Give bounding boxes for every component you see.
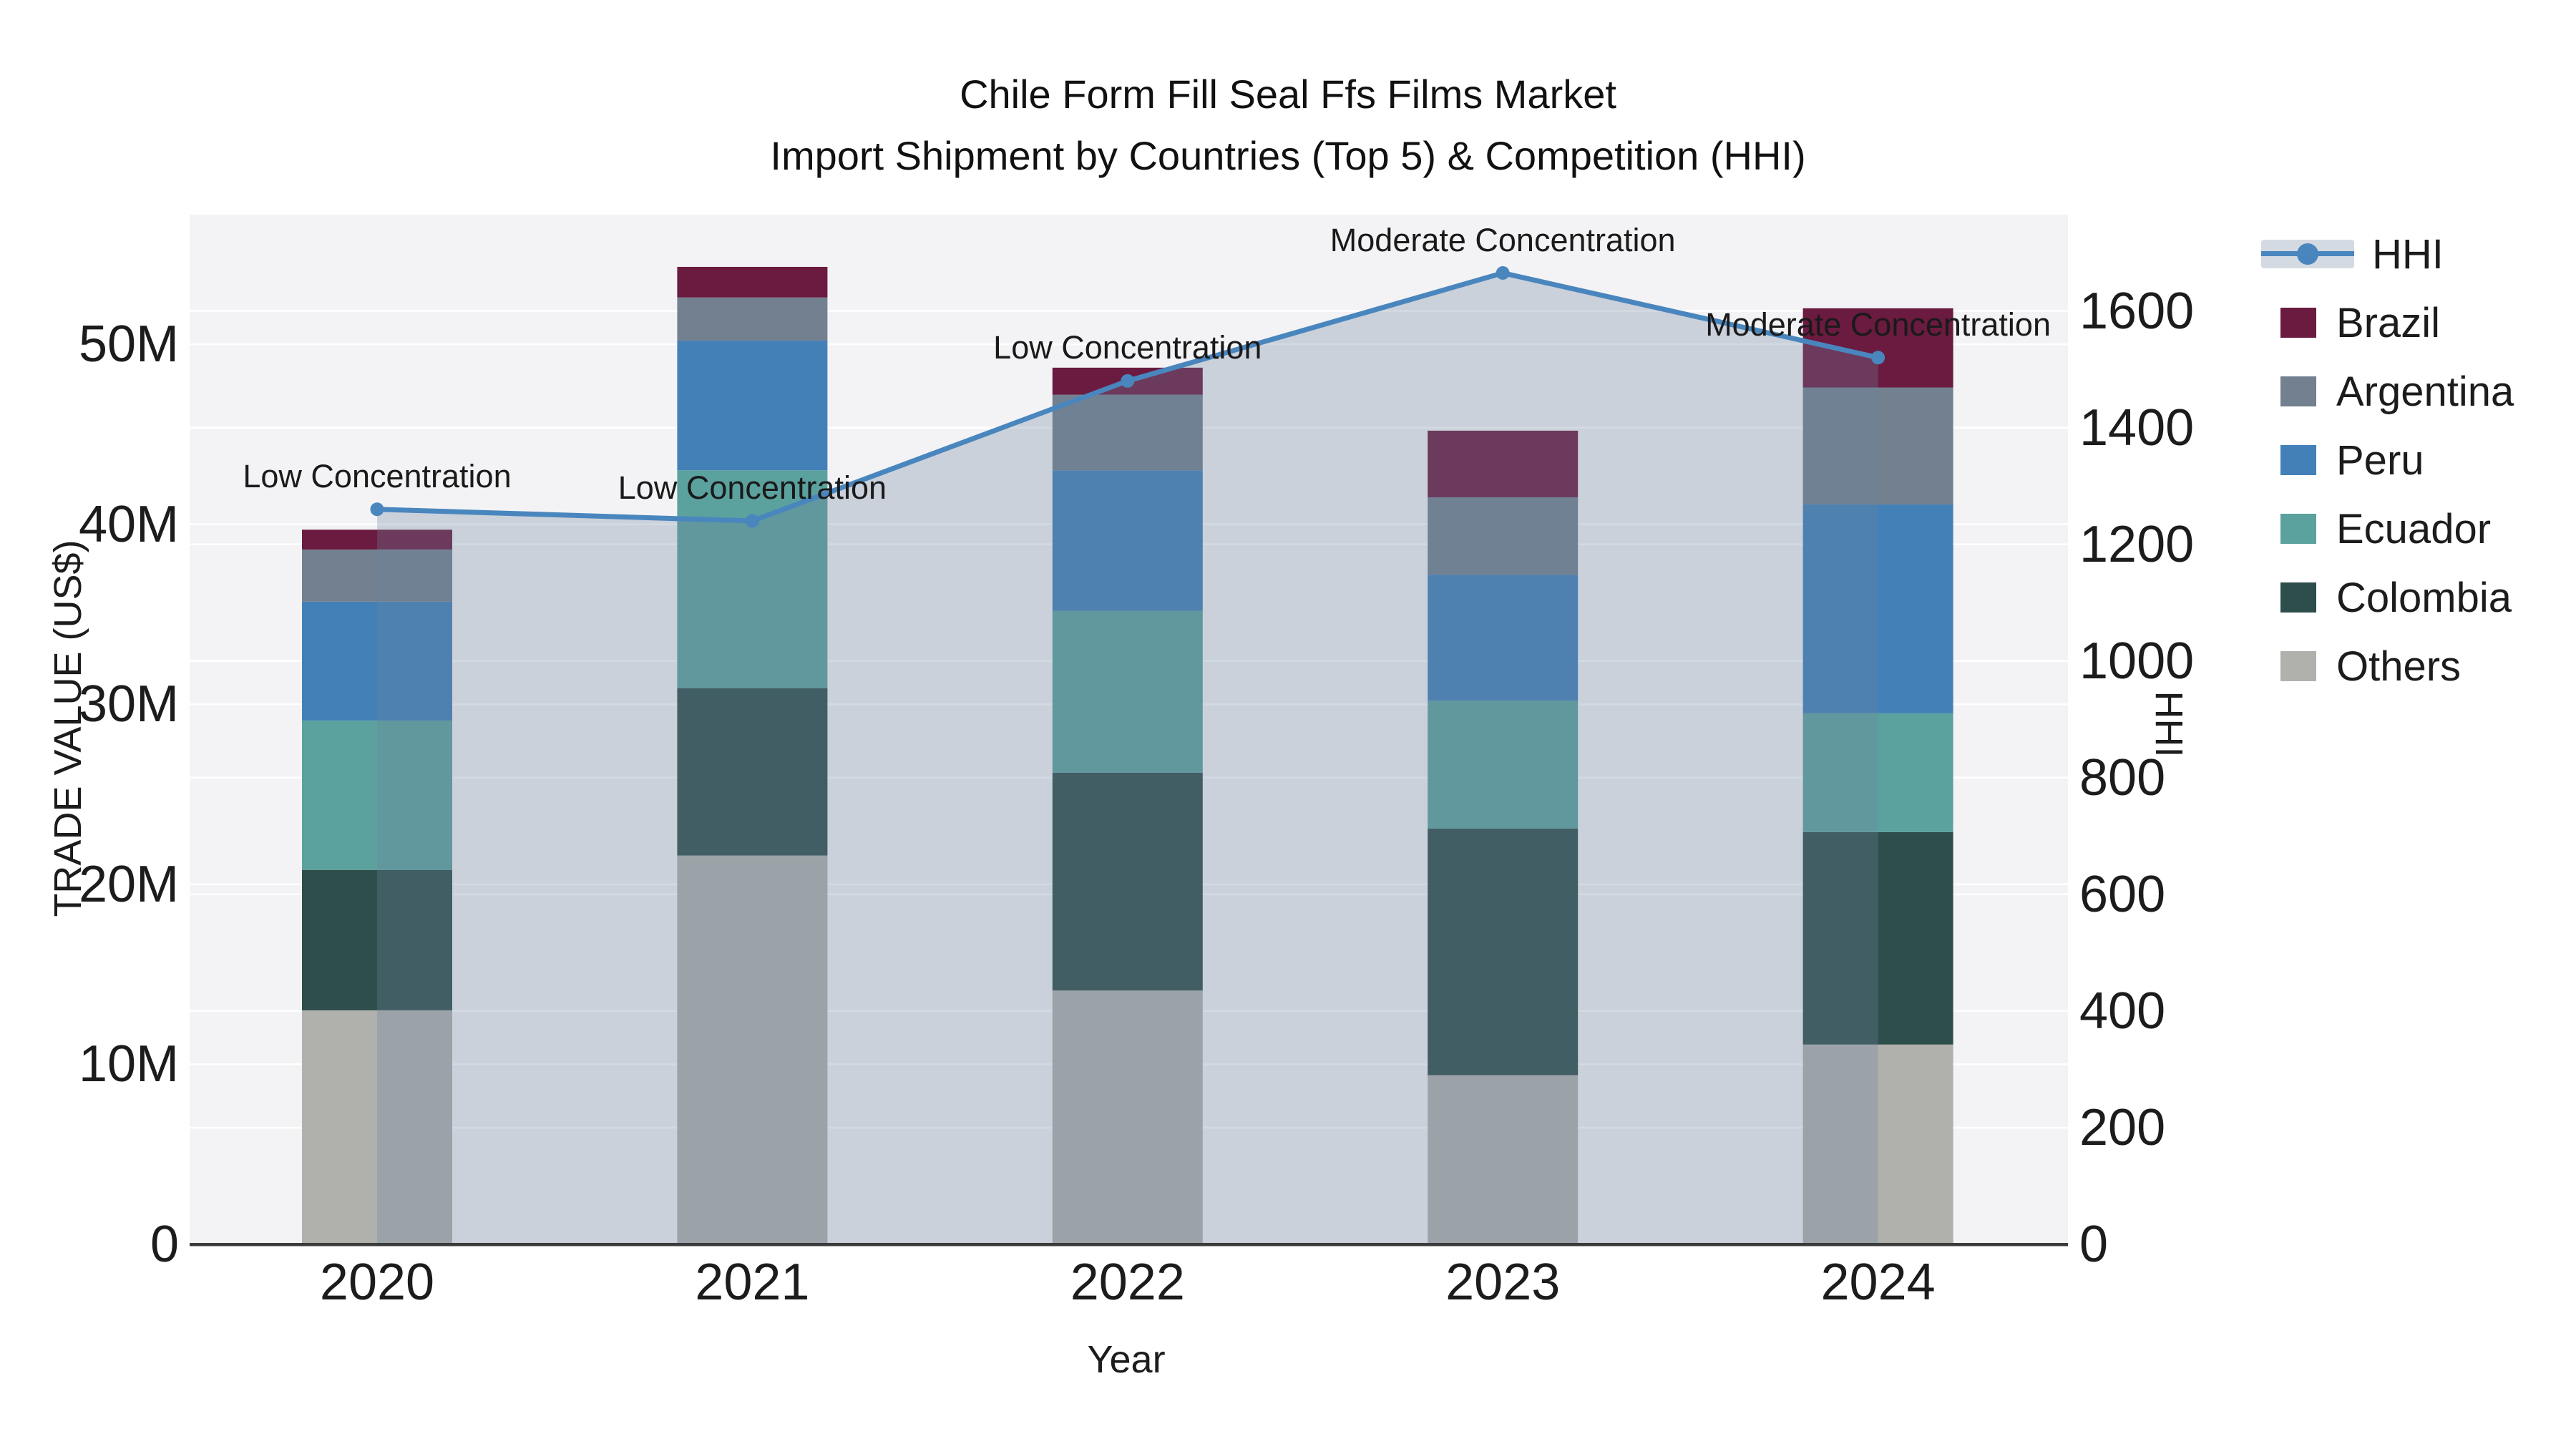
y-right-tick-200: 200: [2079, 1098, 2166, 1156]
legend-label-brazil: Brazil: [2336, 299, 2441, 346]
legend-item-others[interactable]: Others: [2254, 632, 2514, 701]
bar-2023-argentina[interactable]: [1428, 497, 1579, 575]
annotation-2020: Low Concentration: [243, 457, 512, 494]
hhi-line-swatch: [2261, 233, 2354, 275]
hhi-area-fill: [377, 273, 1878, 1244]
y-right-tick-400: 400: [2079, 982, 2166, 1040]
legend-label-peru: Peru: [2336, 436, 2424, 484]
y-right-tick-800: 800: [2079, 748, 2166, 806]
y-right-tick-1400: 1400: [2079, 399, 2195, 457]
bar-2023-brazil[interactable]: [1428, 430, 1579, 497]
chart-title-line2: Import Shipment by Countries (Top 5) & C…: [770, 133, 1806, 178]
hhi-marker-2022[interactable]: [1121, 374, 1135, 388]
bar-2024-colombia[interactable]: [1802, 831, 1953, 1045]
legend-item-colombia[interactable]: Colombia: [2254, 563, 2514, 632]
legend: HHI Brazil Argentina Peru Ecuador Colomb…: [2254, 220, 2514, 701]
bar-2020-ecuador[interactable]: [302, 720, 452, 870]
x-tick-2022: 2022: [1070, 1254, 1185, 1311]
x-tick-2020: 2020: [319, 1254, 435, 1311]
bar-2020-peru[interactable]: [302, 601, 452, 721]
annotation-2021: Low Concentration: [618, 469, 887, 507]
argentina-color-swatch: [2280, 376, 2316, 406]
bar-2020-brazil[interactable]: [302, 530, 452, 550]
legend-label-ecuador: Ecuador: [2336, 505, 2492, 552]
y-right-tick-1600: 1600: [2079, 282, 2195, 340]
peru-color-swatch: [2280, 445, 2316, 475]
others-color-swatch: [2280, 651, 2316, 681]
legend-label-hhi: HHI: [2372, 230, 2444, 278]
bar-2024-peru[interactable]: [1802, 504, 1953, 713]
bar-2020-argentina[interactable]: [302, 549, 452, 602]
bar-2022-argentina[interactable]: [1052, 394, 1203, 471]
legend-item-brazil[interactable]: Brazil: [2254, 288, 2514, 357]
bar-2021-argentina[interactable]: [677, 297, 828, 341]
bar-2024-argentina[interactable]: [1802, 387, 1953, 505]
legend-item-hhi[interactable]: HHI: [2254, 220, 2514, 288]
x-tick-2021: 2021: [695, 1254, 810, 1311]
x-tick-2024: 2024: [1820, 1254, 1936, 1311]
bar-2022-ecuador[interactable]: [1052, 610, 1203, 773]
hhi-marker-dot-icon: [2297, 243, 2318, 265]
y-left-tick-20M: 20M: [78, 855, 179, 913]
x-axis-title: Year: [1087, 1338, 1166, 1381]
bar-2023-colombia[interactable]: [1428, 828, 1579, 1075]
bar-2020-others[interactable]: [302, 1010, 452, 1244]
legend-item-peru[interactable]: Peru: [2254, 426, 2514, 494]
bar-2023-others[interactable]: [1428, 1075, 1579, 1244]
bar-2021-others[interactable]: [677, 855, 828, 1244]
bar-2022-others[interactable]: [1052, 990, 1203, 1244]
y-left-tick-0: 0: [150, 1216, 179, 1273]
bar-2021-peru[interactable]: [677, 341, 828, 471]
legend-item-ecuador[interactable]: Ecuador: [2254, 494, 2514, 563]
y-left-tick-40M: 40M: [78, 495, 179, 553]
bar-2022-peru[interactable]: [1052, 470, 1203, 611]
bar-2022-colombia[interactable]: [1052, 772, 1203, 991]
annotation-2022: Low Concentration: [993, 329, 1262, 366]
ecuador-color-swatch: [2280, 514, 2316, 544]
annotation-2024: Moderate Concentration: [1705, 306, 2051, 343]
brazil-color-swatch: [2280, 308, 2316, 338]
chart-title: Chile Form Fill Seal Ffs Films Market Im…: [0, 64, 2576, 187]
y-left-tick-50M: 50M: [78, 316, 179, 374]
y-left-tick-30M: 30M: [78, 675, 179, 733]
bar-2024-others[interactable]: [1802, 1044, 1953, 1244]
x-tick-2023: 2023: [1445, 1254, 1561, 1311]
bar-2021-colombia[interactable]: [677, 688, 828, 856]
y-right-tick-600: 600: [2079, 865, 2166, 923]
colombia-color-swatch: [2280, 582, 2316, 613]
legend-label-argentina: Argentina: [2336, 368, 2514, 415]
y-right-tick-0: 0: [2079, 1216, 2109, 1273]
bar-2020-colombia[interactable]: [302, 869, 452, 1010]
bar-2024-ecuador[interactable]: [1802, 713, 1953, 832]
bar-2021-ecuador[interactable]: [677, 470, 828, 688]
bar-2023-ecuador[interactable]: [1428, 701, 1579, 829]
hhi-marker-2024[interactable]: [1871, 351, 1885, 365]
legend-label-colombia: Colombia: [2336, 574, 2512, 621]
hhi-marker-2023[interactable]: [1496, 266, 1510, 280]
bar-2021-brazil[interactable]: [677, 266, 828, 298]
y-right-tick-1000: 1000: [2079, 632, 2195, 690]
legend-label-others: Others: [2336, 643, 2462, 690]
x-axis-line: [190, 1243, 2068, 1246]
hhi-marker-2021[interactable]: [745, 514, 759, 528]
chart-title-line1: Chile Form Fill Seal Ffs Films Market: [960, 72, 1616, 117]
bar-2023-peru[interactable]: [1428, 575, 1579, 701]
y-left-tick-10M: 10M: [78, 1035, 179, 1093]
y-right-axis-title: HHI: [2147, 691, 2190, 758]
legend-item-argentina[interactable]: Argentina: [2254, 357, 2514, 426]
hhi-marker-2020[interactable]: [370, 502, 384, 517]
annotation-2023: Moderate Concentration: [1330, 221, 1676, 258]
y-right-tick-1200: 1200: [2079, 515, 2195, 573]
